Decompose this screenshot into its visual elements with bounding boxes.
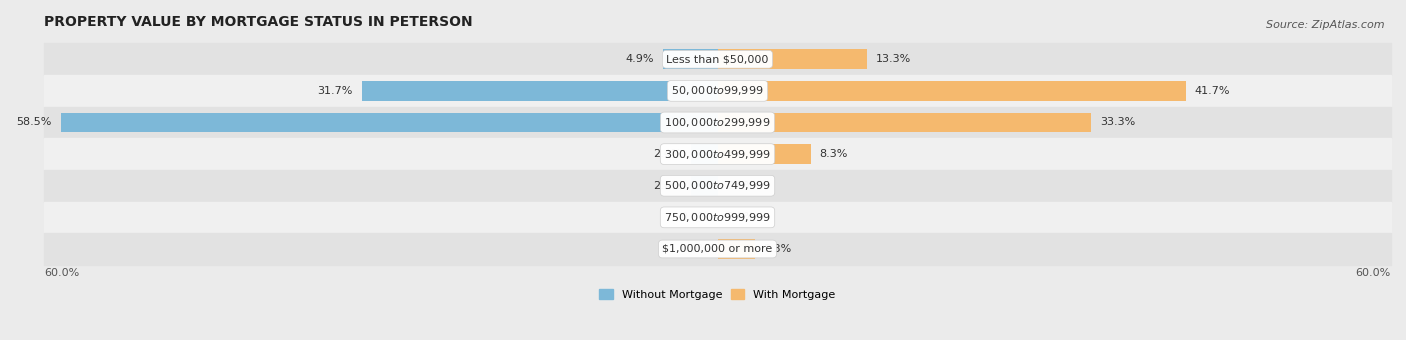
Text: Source: ZipAtlas.com: Source: ZipAtlas.com: [1267, 20, 1385, 30]
Bar: [690, 176, 717, 195]
Bar: [717, 49, 868, 69]
Bar: [361, 81, 717, 101]
Bar: [44, 202, 1391, 233]
Text: $50,000 to $99,999: $50,000 to $99,999: [671, 84, 763, 97]
Bar: [717, 81, 1185, 101]
Bar: [717, 113, 1091, 132]
Text: PROPERTY VALUE BY MORTGAGE STATUS IN PETERSON: PROPERTY VALUE BY MORTGAGE STATUS IN PET…: [44, 15, 472, 29]
Bar: [662, 49, 717, 69]
Bar: [44, 107, 1391, 138]
Bar: [44, 233, 1391, 265]
Text: 0.0%: 0.0%: [727, 212, 755, 222]
Bar: [717, 239, 755, 259]
Text: $750,000 to $999,999: $750,000 to $999,999: [664, 211, 770, 224]
Text: 58.5%: 58.5%: [17, 118, 52, 128]
Text: 0.0%: 0.0%: [727, 181, 755, 191]
Text: 0.0%: 0.0%: [681, 212, 709, 222]
Bar: [44, 44, 1391, 75]
Text: 33.3%: 33.3%: [1101, 118, 1136, 128]
Text: 4.9%: 4.9%: [626, 54, 654, 64]
Text: 2.4%: 2.4%: [654, 149, 682, 159]
Text: 13.3%: 13.3%: [876, 54, 911, 64]
Text: $500,000 to $749,999: $500,000 to $749,999: [664, 179, 770, 192]
Text: $1,000,000 or more: $1,000,000 or more: [662, 244, 773, 254]
Text: $300,000 to $499,999: $300,000 to $499,999: [664, 148, 770, 160]
Text: 8.3%: 8.3%: [820, 149, 848, 159]
Legend: Without Mortgage, With Mortgage: Without Mortgage, With Mortgage: [595, 285, 839, 304]
Bar: [690, 144, 717, 164]
Text: 2.4%: 2.4%: [654, 181, 682, 191]
Bar: [44, 138, 1391, 170]
Text: $100,000 to $299,999: $100,000 to $299,999: [664, 116, 770, 129]
Bar: [60, 113, 717, 132]
Text: 0.0%: 0.0%: [681, 244, 709, 254]
Text: 41.7%: 41.7%: [1195, 86, 1230, 96]
Text: 31.7%: 31.7%: [318, 86, 353, 96]
Bar: [44, 170, 1391, 202]
Text: Less than $50,000: Less than $50,000: [666, 54, 769, 64]
Bar: [44, 75, 1391, 107]
Text: 3.3%: 3.3%: [763, 244, 792, 254]
Bar: [717, 144, 811, 164]
Text: 60.0%: 60.0%: [1355, 268, 1391, 278]
Text: 60.0%: 60.0%: [44, 268, 79, 278]
